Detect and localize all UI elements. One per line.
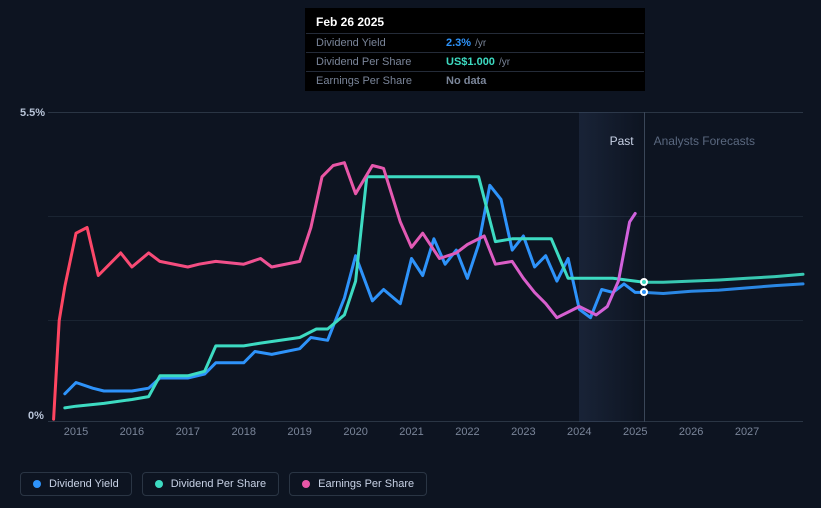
- tooltip-metric-label: Earnings Per Share: [316, 75, 446, 87]
- series-line: [54, 163, 636, 420]
- tooltip-date: Feb 26 2025: [306, 9, 644, 33]
- tooltip-metric-unit: /yr: [475, 38, 486, 49]
- legend-label: Earnings Per Share: [318, 478, 414, 490]
- x-tick-label: 2020: [343, 426, 367, 438]
- x-tick-label: 2015: [64, 426, 88, 438]
- x-tick-label: 2027: [735, 426, 759, 438]
- x-tick-label: 2021: [399, 426, 423, 438]
- x-tick-label: 2022: [455, 426, 479, 438]
- chart-lines-svg: [48, 112, 803, 422]
- x-tick-label: 2017: [176, 426, 200, 438]
- tooltip-row: Dividend Yield2.3% /yr: [306, 33, 644, 52]
- legend-dividend-yield[interactable]: Dividend Yield: [20, 472, 132, 496]
- legend-dot-icon: [155, 480, 163, 488]
- y-axis-max-label: 5.5%: [20, 107, 45, 119]
- x-tick-label: 2026: [679, 426, 703, 438]
- x-tick-label: 2016: [120, 426, 144, 438]
- legend-earnings-per-share[interactable]: Earnings Per Share: [289, 472, 427, 496]
- tooltip-metric-label: Dividend Per Share: [316, 56, 446, 68]
- tooltip-metric-value: 2.3%: [446, 37, 471, 49]
- x-axis-labels: 2015 2016 2017 2018 2019 2020 2021 2022 2023 2024…: [48, 426, 803, 446]
- tooltip-row: Earnings Per ShareNo data: [306, 71, 644, 90]
- series-forecast-line: [644, 284, 803, 294]
- legend-label: Dividend Yield: [49, 478, 119, 490]
- hover-tooltip: Feb 26 2025 Dividend Yield2.3%/yrDividen…: [305, 8, 645, 91]
- chart-legend: Dividend Yield Dividend Per Share Earnin…: [20, 472, 427, 496]
- tooltip-metric-label: Dividend Yield: [316, 37, 446, 49]
- x-tick-label: 2018: [231, 426, 255, 438]
- y-axis-min-label: 0%: [28, 410, 44, 422]
- series-marker: [640, 288, 648, 296]
- tooltip-row: Dividend Per ShareUS$1.000/yr: [306, 52, 644, 71]
- x-tick-label: 2019: [287, 426, 311, 438]
- tooltip-metric-unit: /yr: [499, 57, 510, 68]
- x-tick-label: 2023: [511, 426, 535, 438]
- legend-label: Dividend Per Share: [171, 478, 266, 490]
- series-line: [65, 177, 644, 408]
- series-marker: [640, 278, 648, 286]
- legend-dot-icon: [302, 480, 310, 488]
- legend-dot-icon: [33, 480, 41, 488]
- x-tick-label: 2024: [567, 426, 591, 438]
- series-forecast-line: [644, 274, 803, 282]
- legend-dividend-per-share[interactable]: Dividend Per Share: [142, 472, 279, 496]
- x-tick-label: 2025: [623, 426, 647, 438]
- tooltip-metric-value: US$1.000: [446, 56, 495, 68]
- tooltip-metric-value: No data: [446, 75, 486, 87]
